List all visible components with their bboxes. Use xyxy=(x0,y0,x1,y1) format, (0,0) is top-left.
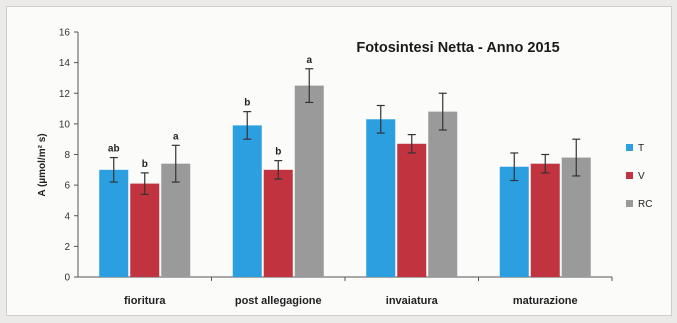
bar xyxy=(232,125,262,277)
y-tick-label: 0 xyxy=(64,273,70,284)
y-tick-label: 10 xyxy=(59,119,71,130)
significance-letter: b xyxy=(275,147,281,158)
legend-swatch xyxy=(626,172,633,179)
bar xyxy=(499,166,529,277)
legend: T V RC xyxy=(626,143,652,210)
chart-title: Fotosintesi Netta - Anno 2015 xyxy=(356,40,559,56)
significance-letter: ab xyxy=(108,144,120,155)
bar xyxy=(366,119,396,277)
y-tick-label: 6 xyxy=(64,181,70,192)
bar xyxy=(294,85,324,277)
bar xyxy=(530,163,560,277)
bar xyxy=(428,111,458,277)
y-tick-label: 12 xyxy=(59,89,71,100)
bar xyxy=(99,169,129,277)
bar xyxy=(561,157,591,277)
x-tick-label: maturazione xyxy=(513,295,578,307)
legend-label: V xyxy=(638,171,645,182)
x-tick-label: post allegagione xyxy=(235,295,322,307)
significance-letter: b xyxy=(142,159,148,170)
y-axis-label: A (µmol/m² s) xyxy=(37,133,48,196)
y-tick-label: 4 xyxy=(64,211,70,222)
legend-swatch xyxy=(626,200,633,207)
bar xyxy=(130,183,160,277)
legend-label: T xyxy=(638,143,644,154)
x-tick-label: fioritura xyxy=(124,295,166,307)
y-tick-label: 16 xyxy=(59,28,71,39)
x-tick-label: invaiatura xyxy=(386,295,439,307)
significance-letter: b xyxy=(244,98,250,109)
y-tick-label: 8 xyxy=(64,150,70,161)
y-tick-label: 2 xyxy=(64,242,70,253)
bar xyxy=(263,169,293,277)
y-tick-label: 14 xyxy=(59,58,71,69)
bar xyxy=(397,143,427,277)
legend-swatch xyxy=(626,144,633,151)
significance-letter: a xyxy=(173,131,179,142)
legend-label: RC xyxy=(638,199,652,210)
significance-letter: a xyxy=(306,55,312,66)
